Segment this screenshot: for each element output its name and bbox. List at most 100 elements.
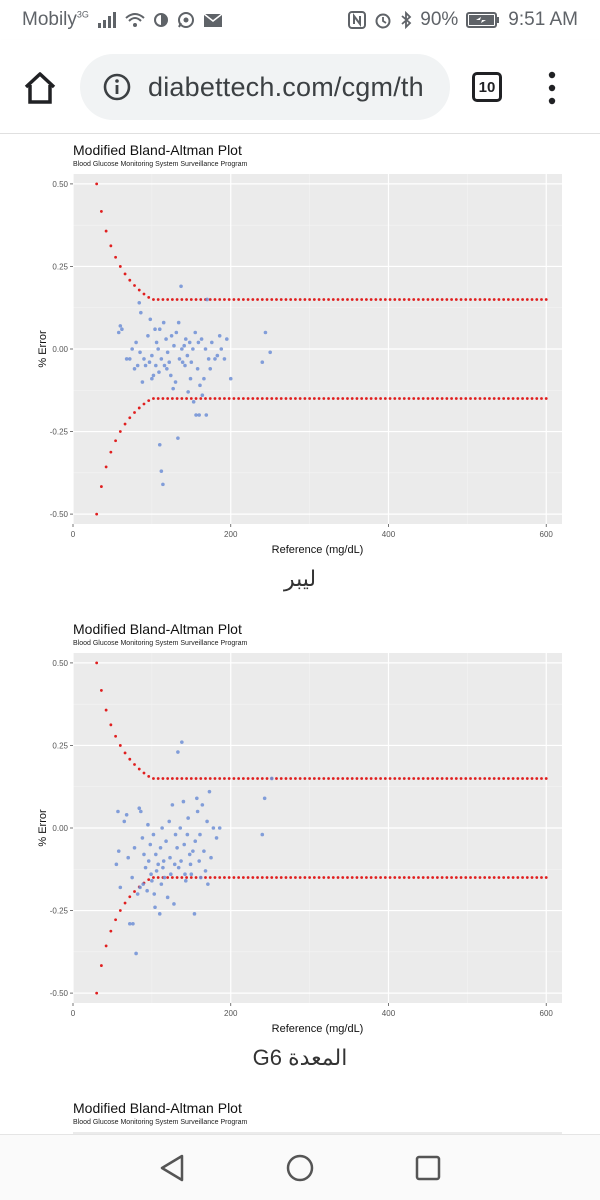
upper-boundary-dot [256, 777, 259, 780]
upper-boundary-dot [223, 298, 226, 301]
home-button[interactable] [20, 68, 60, 108]
upper-boundary-dot [303, 298, 307, 301]
upper-boundary-dot [241, 298, 245, 301]
upper-boundary-dot [223, 777, 226, 780]
upper-boundary-dot [246, 777, 250, 780]
upper-boundary-dot [521, 298, 524, 301]
lower-boundary-dot [492, 876, 496, 879]
upper-boundary-dot [109, 244, 113, 248]
upper-boundary-dot [544, 777, 548, 780]
lower-boundary-dot [213, 397, 217, 400]
data-point [187, 852, 192, 857]
upper-boundary-dot [185, 298, 188, 301]
upper-boundary-dot [464, 298, 468, 301]
x-tick-label: 200 [224, 1009, 238, 1018]
upper-boundary-dot [289, 777, 293, 780]
status-left: Mobily3G [22, 9, 223, 31]
data-point [176, 865, 181, 870]
data-point [260, 832, 265, 837]
upper-boundary-dot [227, 298, 231, 301]
address-bar[interactable]: diabettech.com/cgm/th [80, 54, 450, 120]
data-point [165, 367, 169, 371]
upper-boundary-dot [511, 298, 515, 301]
upper-boundary-dot [530, 298, 534, 301]
upper-boundary-dot [189, 777, 193, 780]
data-point [269, 776, 274, 781]
lower-boundary-dot [118, 909, 122, 912]
data-point [185, 353, 190, 358]
y-axis-label: % Error [37, 330, 49, 368]
y-tick-label: 0.25 [52, 741, 68, 750]
data-point [183, 872, 187, 877]
data-point [165, 350, 170, 355]
lower-boundary-dot [445, 397, 449, 400]
upper-boundary-dot [175, 777, 179, 780]
data-point [162, 875, 167, 880]
url-text[interactable]: diabettech.com/cgm/th [148, 71, 424, 102]
lower-boundary-dot [322, 397, 326, 400]
data-point [172, 343, 176, 348]
lower-boundary-dot [241, 876, 245, 879]
recents-button[interactable] [411, 1151, 445, 1185]
lower-boundary-dot [388, 876, 392, 879]
lower-boundary-dot [407, 876, 411, 879]
upper-boundary-dot [435, 777, 439, 780]
data-point [175, 846, 179, 850]
x-tick-label: 0 [71, 1009, 76, 1018]
lower-boundary-dot [360, 397, 364, 400]
data-point [173, 380, 178, 384]
tab-switcher-button[interactable]: 10 [472, 72, 502, 102]
x-axis-label: Reference (mg/dL) [272, 1023, 364, 1035]
lower-boundary-dot [521, 876, 524, 879]
lower-boundary-dot [322, 876, 326, 879]
lower-boundary-dot [535, 397, 539, 400]
data-point [118, 324, 123, 328]
lower-boundary-dot [95, 512, 99, 516]
info-icon[interactable] [102, 72, 132, 102]
lower-boundary-dot [327, 397, 330, 400]
lower-boundary-dot [208, 397, 212, 400]
upper-boundary-dot [412, 298, 416, 301]
lower-boundary-dot [355, 397, 359, 400]
data-point [191, 347, 195, 351]
lower-boundary-dot [312, 397, 316, 400]
lower-boundary-dot [246, 397, 250, 400]
upper-boundary-dot [327, 298, 330, 301]
data-point [127, 357, 132, 361]
y-axis-label: % Error [37, 809, 49, 847]
lower-boundary-dot [133, 411, 136, 414]
home-circle-icon [286, 1154, 314, 1182]
lower-boundary-dot [256, 876, 259, 879]
upper-boundary-dot [336, 777, 340, 780]
home-nav-button[interactable] [283, 1151, 317, 1185]
upper-boundary-dot [170, 298, 174, 301]
data-point [146, 822, 150, 827]
x-tick-label: 600 [540, 1009, 554, 1018]
upper-boundary-dot [402, 777, 406, 780]
overflow-menu-button[interactable] [540, 70, 564, 106]
upper-boundary-dot [341, 298, 345, 301]
lower-boundary-dot [166, 397, 170, 400]
lower-boundary-dot [506, 876, 510, 879]
data-point [176, 436, 180, 440]
data-point [116, 809, 120, 814]
lower-boundary-dot [147, 399, 151, 402]
bland-altman-chart-g6: 0 200 400 600 -0.50 -0.25 0.00 0.25 0.50 Referenc… [37, 653, 562, 1035]
more-vert-icon [548, 71, 556, 105]
lower-boundary-dot [488, 397, 491, 400]
lower-boundary-dot [336, 876, 340, 879]
upper-boundary-dot [506, 777, 510, 780]
data-point [203, 869, 208, 873]
lower-boundary-dot [464, 876, 468, 879]
upper-boundary-dot [227, 777, 231, 780]
data-point [148, 317, 153, 322]
lower-boundary-dot [374, 397, 378, 400]
lower-boundary-dot [478, 876, 482, 879]
upper-boundary-dot [265, 298, 269, 301]
lower-boundary-dot [232, 876, 236, 879]
upper-boundary-dot [497, 777, 501, 780]
upper-boundary-dot [350, 298, 354, 301]
data-point [131, 921, 135, 926]
back-button[interactable] [155, 1151, 189, 1185]
lower-boundary-dot [336, 397, 340, 400]
